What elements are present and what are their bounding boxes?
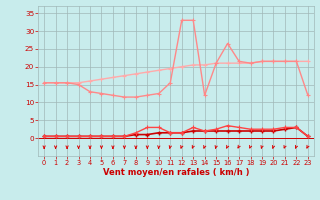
X-axis label: Vent moyen/en rafales ( km/h ): Vent moyen/en rafales ( km/h ) — [103, 168, 249, 177]
